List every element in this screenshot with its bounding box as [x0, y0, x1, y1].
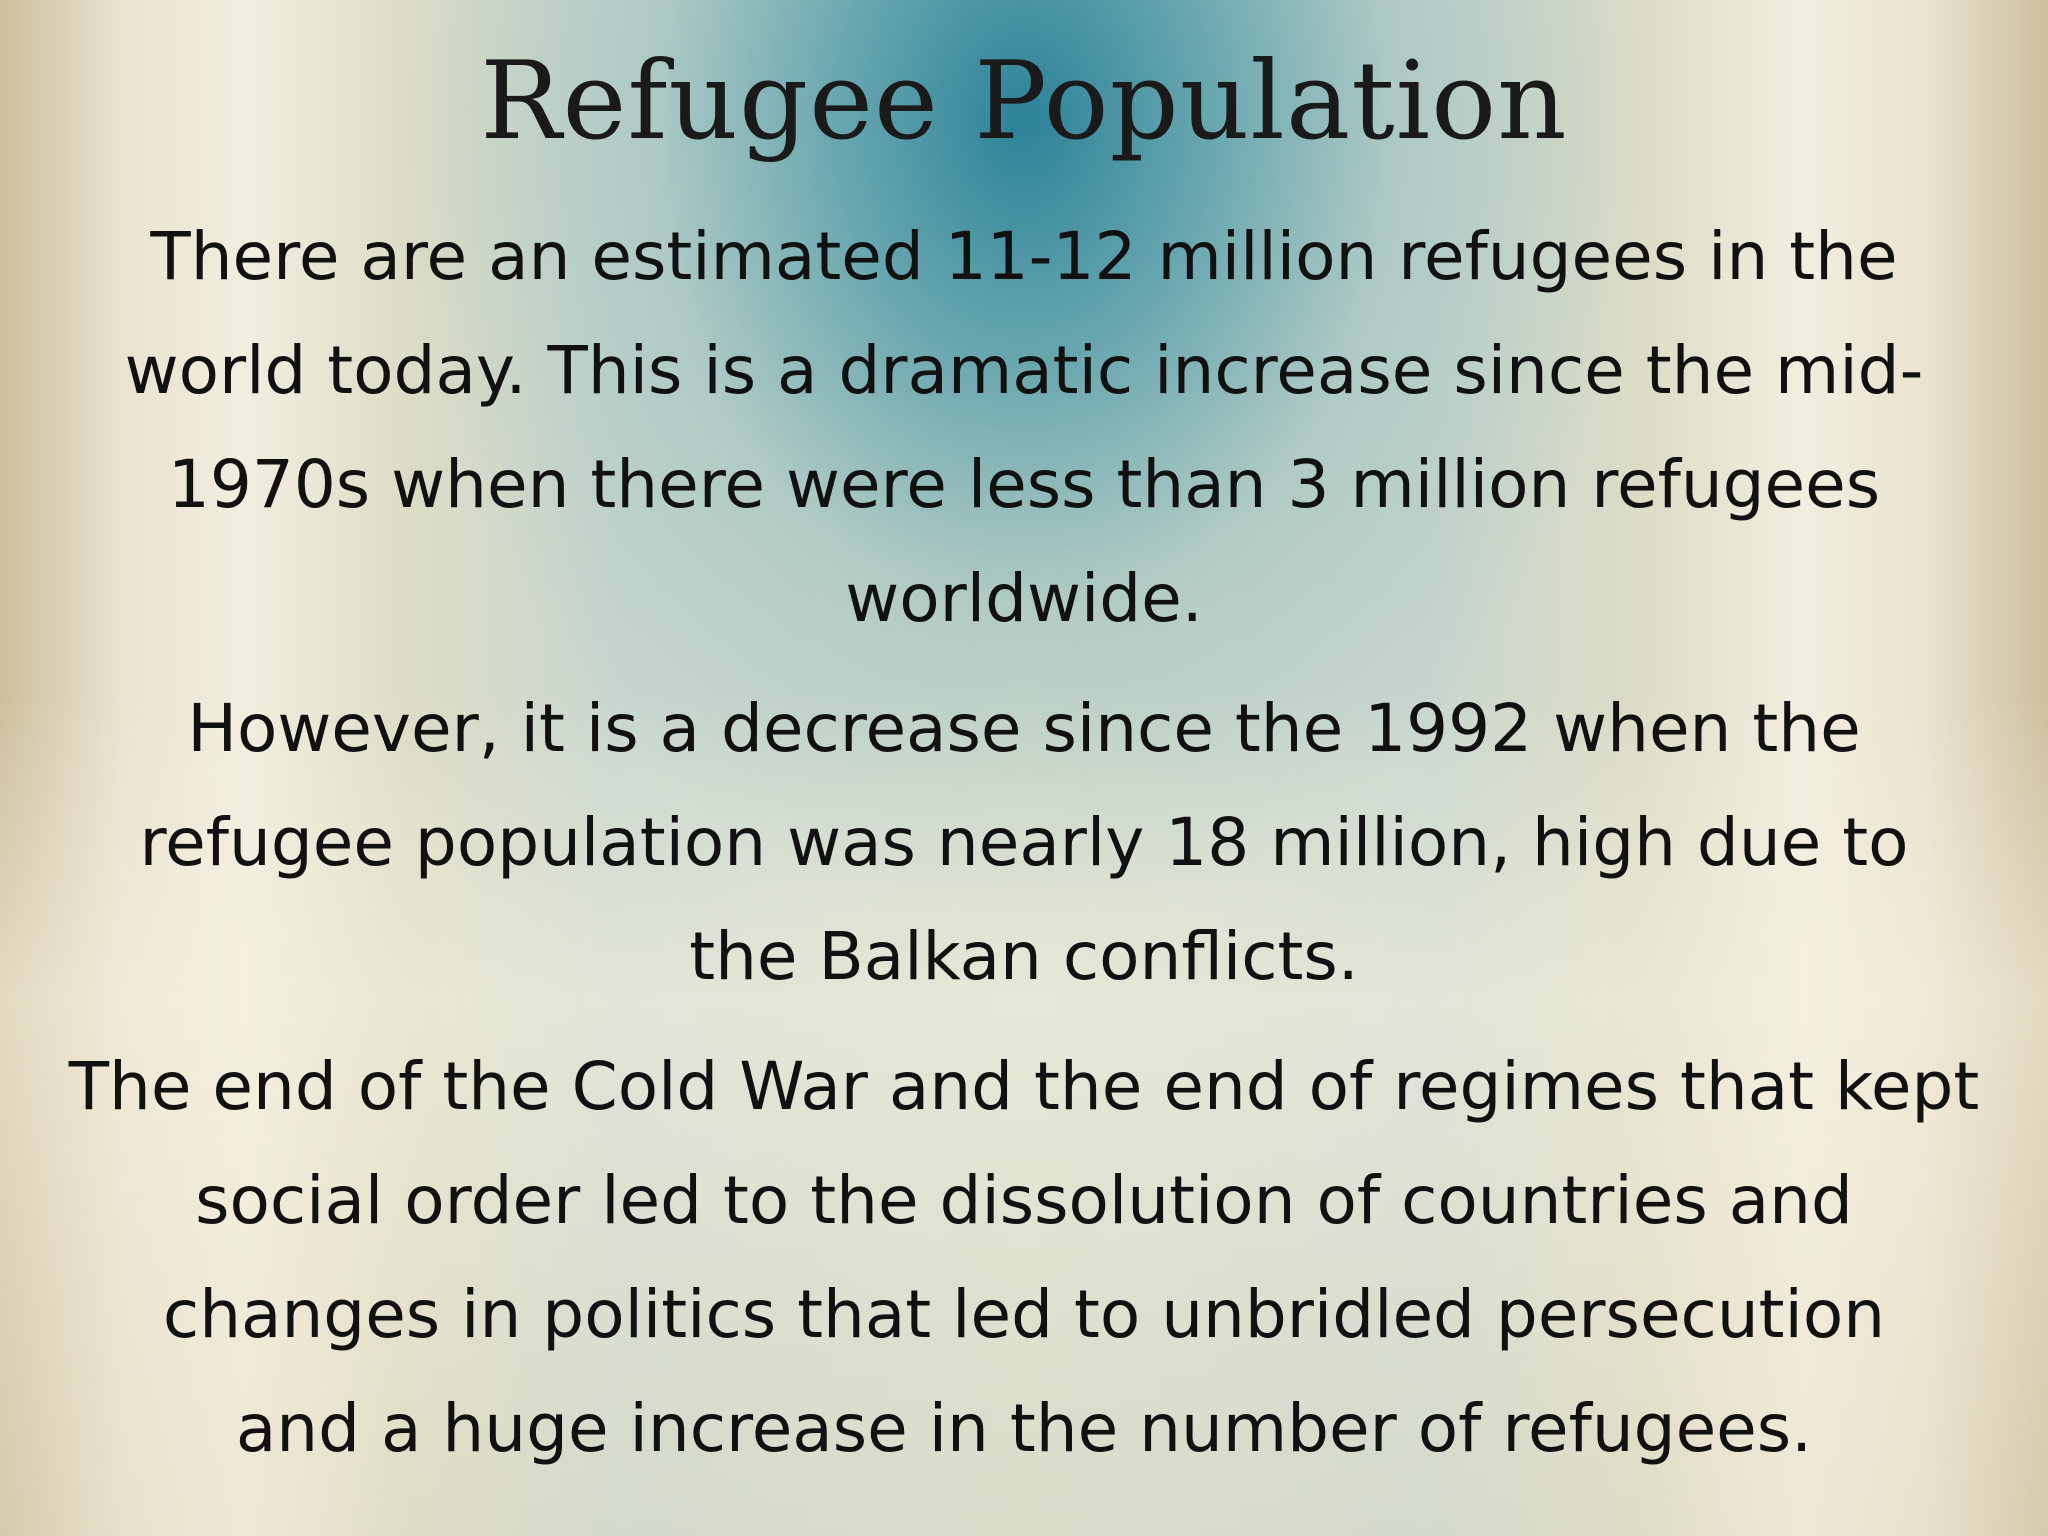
- paragraph-3-line-4: and a huge increase in the number of ref…: [235, 1390, 1813, 1467]
- paragraph-1-line-2: world today. This is a dramatic increase…: [124, 332, 1924, 409]
- paragraph-3-line-3: changes in politics that led to unbridle…: [162, 1276, 1886, 1353]
- paragraph-3-line-1: The end of the Cold War and the end of r…: [68, 1048, 1980, 1125]
- paragraph-1-line-3: 1970s when there were less than 3 millio…: [167, 446, 1881, 523]
- paragraph-2: However, it is a decrease since the 1992…: [0, 672, 2048, 1014]
- slide-title: Refugee Population: [480, 39, 1568, 164]
- paragraph-3: The end of the Cold War and the end of r…: [0, 1030, 2048, 1486]
- paragraph-3-line-2: social order led to the dissolution of c…: [195, 1162, 1853, 1239]
- paragraph-1: There are an estimated 11-12 million ref…: [0, 200, 2048, 656]
- paragraph-1-line-4: worldwide.: [845, 560, 1203, 637]
- paragraph-2-line-2: refugee population was nearly 18 million…: [139, 804, 1909, 881]
- paragraph-2-line-3: the Balkan conflicts.: [689, 918, 1359, 995]
- paragraph-1-line-1: There are an estimated 11-12 million ref…: [150, 218, 1898, 295]
- paragraph-2-line-1: However, it is a decrease since the 1992…: [187, 690, 1861, 767]
